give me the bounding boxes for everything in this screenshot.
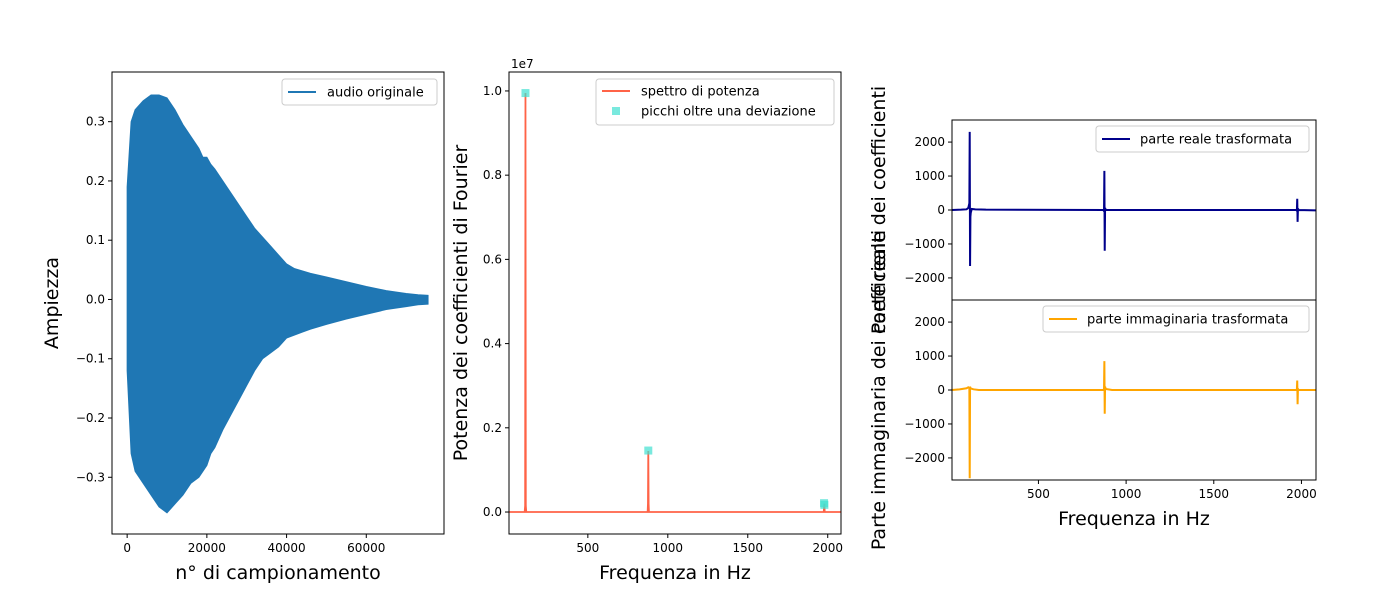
power-x-tick-label: 1000 — [653, 541, 684, 555]
power-y-axis-label: Potenza dei coefficienti di Fourier — [450, 145, 472, 462]
real-legend: parte reale trasformata — [1095, 125, 1310, 153]
audio-y-tick-label: −0.2 — [76, 411, 105, 425]
power-spectrum-line — [509, 93, 841, 513]
audio-x-tick-label: 0 — [123, 541, 131, 555]
power-legend-label-peaks: picchi oltre una deviazione — [641, 105, 816, 120]
audio-x-tick-label: 40000 — [267, 541, 305, 555]
power-x-tick-label: 1500 — [732, 541, 763, 555]
real-panel: −2000 −1000 0 1000 2000 Parte reale dei coef… — [868, 86, 1317, 334]
power-x-tick-label: 500 — [576, 541, 599, 555]
power-legend-label-spectrum: spettro di potenza — [641, 85, 760, 100]
power-y-tick-label: 0.4 — [483, 337, 502, 351]
power-peak-marker — [820, 500, 829, 509]
audio-axes-frame — [111, 71, 445, 535]
real-y-tick-label: −2000 — [904, 271, 945, 285]
imag-y-tick-label: −2000 — [904, 451, 945, 465]
power-axes-frame — [508, 71, 842, 535]
audio-x-tick-label: 60000 — [347, 541, 385, 555]
audio-plot-area — [126, 94, 429, 514]
real-plot-area — [951, 131, 1317, 267]
imag-y-tick-label: −1000 — [904, 417, 945, 431]
audio-ticks: −0.3 −0.2 −0.1 0.0 0.1 0.2 0.3 0 20000 40000 60000 — [76, 115, 386, 555]
imag-legend: parte immaginaria trasformata — [1042, 305, 1310, 333]
power-legend: spettro di potenza picchi oltre una devi… — [595, 78, 835, 126]
imag-ticks: −2000 −1000 0 1000 2000 500 1000 1500 2000 — [904, 315, 1316, 501]
imag-y-tick-label: 0 — [937, 383, 945, 397]
imag-x-tick-label: 2000 — [1286, 487, 1317, 501]
audio-legend: audio originale — [281, 78, 438, 106]
imag-legend-label: parte immaginaria trasformata — [1087, 313, 1288, 328]
power-legend-swatch-peaks — [612, 107, 620, 115]
audio-y-tick-label: 0.0 — [86, 292, 105, 306]
power-offset-text: 1e7 — [511, 57, 534, 71]
audio-y-axis-label: Ampiezza — [41, 257, 63, 349]
audio-y-tick-label: 0.2 — [86, 174, 105, 188]
real-legend-box — [1095, 125, 1310, 153]
imag-series-line — [951, 361, 1316, 479]
power-y-tick-label: 0.6 — [483, 252, 502, 266]
power-panel: 0.0 0.2 0.4 0.6 0.8 1.0 500 1000 1500 2000 1e7 Fr… — [450, 57, 843, 584]
power-y-tick-label: 0.8 — [483, 168, 502, 182]
real-y-tick-label: 0 — [937, 203, 945, 217]
real-ticks: −2000 −1000 0 1000 2000 — [904, 135, 952, 285]
real-y-tick-label: 1000 — [914, 169, 945, 183]
imag-plot-area — [951, 361, 1316, 479]
audio-y-tick-label: 0.3 — [86, 115, 105, 129]
audio-y-tick-label: −0.3 — [76, 470, 105, 484]
real-legend-label: parte reale trasformata — [1140, 133, 1292, 148]
power-plot-area — [509, 89, 841, 513]
imag-x-tick-label: 1000 — [1111, 487, 1142, 501]
imag-panel: −2000 −1000 0 1000 2000 500 1000 1500 2000 Frequ… — [868, 230, 1317, 550]
power-y-tick-label: 0.0 — [483, 505, 502, 519]
power-x-tick-label: 2000 — [812, 541, 843, 555]
power-y-tick-label: 1.0 — [483, 84, 502, 98]
audio-y-tick-label: −0.1 — [76, 352, 105, 366]
audio-panel: −0.3 −0.2 −0.1 0.0 0.1 0.2 0.3 0 20000 40000 60000… — [41, 71, 445, 584]
power-legend-box — [595, 78, 835, 126]
power-y-tick-label: 0.2 — [483, 421, 502, 435]
audio-waveform — [126, 94, 429, 514]
audio-x-axis-label: n° di campionamento — [175, 562, 381, 584]
imag-x-axis-label: Frequenza in Hz — [1058, 508, 1210, 530]
audio-legend-label: audio originale — [327, 86, 424, 101]
power-ticks: 0.0 0.2 0.4 0.6 0.8 1.0 500 1000 1500 2000 — [483, 84, 843, 555]
real-series-line — [951, 131, 1317, 267]
imag-x-tick-label: 1500 — [1199, 487, 1230, 501]
imag-y-tick-label: 2000 — [914, 315, 945, 329]
real-y-axis-label: Parte reale dei coefficienti — [868, 86, 890, 334]
real-y-tick-label: −1000 — [904, 237, 945, 251]
power-x-axis-label: Frequenza in Hz — [599, 562, 751, 584]
imag-y-tick-label: 1000 — [914, 349, 945, 363]
power-peak-marker — [521, 89, 530, 98]
imag-y-axis-label: Parte immaginaria dei coefficienti — [868, 230, 890, 550]
imag-x-tick-label: 500 — [1027, 487, 1050, 501]
audio-legend-box — [281, 78, 438, 106]
power-peak-marker — [644, 446, 653, 455]
imag-legend-box — [1042, 305, 1310, 333]
audio-y-tick-label: 0.1 — [86, 233, 105, 247]
audio-x-tick-label: 20000 — [188, 541, 226, 555]
real-y-tick-label: 2000 — [914, 135, 945, 149]
